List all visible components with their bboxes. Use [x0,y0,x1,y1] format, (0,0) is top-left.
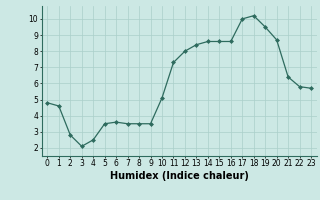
X-axis label: Humidex (Indice chaleur): Humidex (Indice chaleur) [110,171,249,181]
